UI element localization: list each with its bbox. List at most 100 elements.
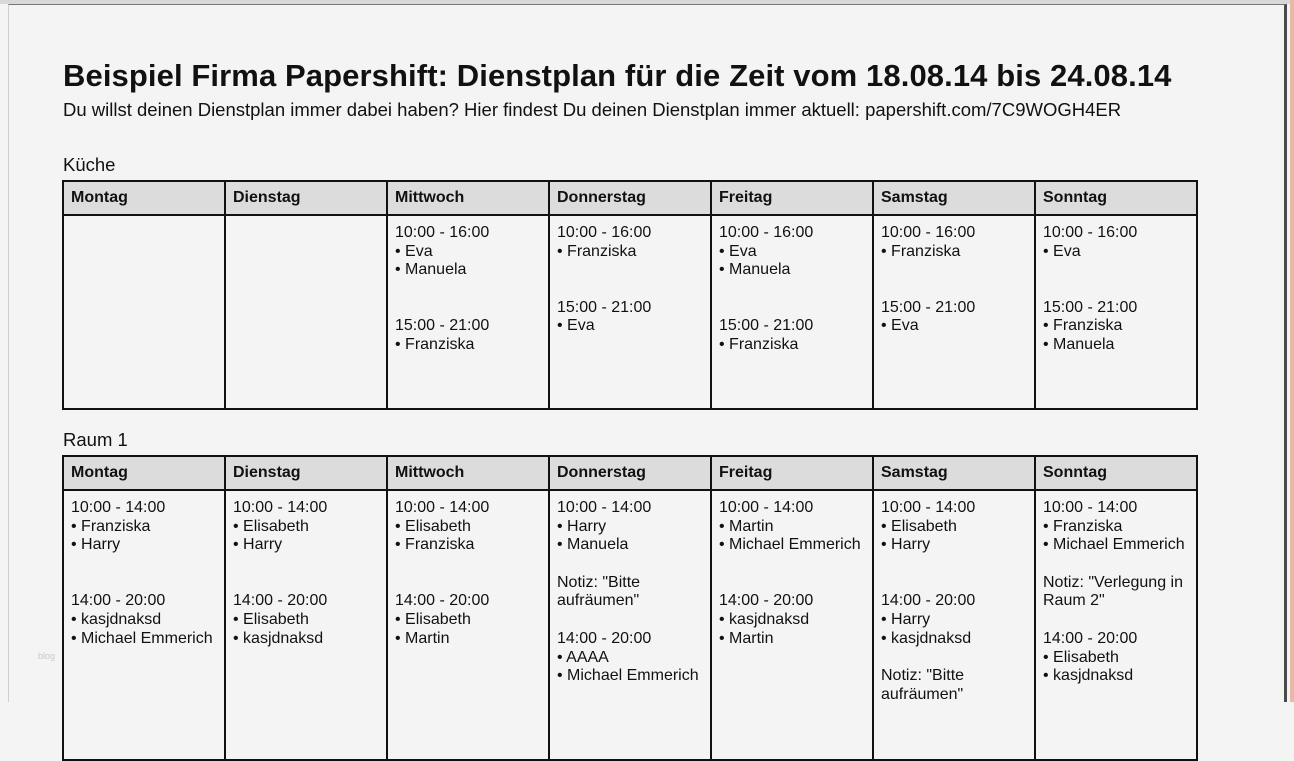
shift-time: 14:00 - 20:00 [719,592,814,610]
day-header: Montag [62,180,226,216]
employee-name: • Manuela [557,536,629,554]
employee-name: • kasjdnaksd [71,611,162,629]
employee-name: • Franziska [557,242,637,260]
day-header: Sonntag [1034,455,1198,491]
day-header: Mittwoch [386,455,550,491]
page-subtitle: Du willst deinen Dienstplan immer dabei … [63,99,1122,120]
employee-name: • Manuela [719,261,791,279]
shift-cell: 10:00 - 14:00 • Elisabeth • Harry 14:00 - 2… [872,489,1036,761]
shift-time [557,261,710,280]
employee-name: • kasjdnaksd [881,629,972,647]
page-title: Beispiel Firma Papershift: Dienstplan fü… [63,58,1172,93]
employee-name: • Elisabeth [881,517,957,535]
shift-time: 14:00 - 20:00 [1043,629,1138,647]
shift-cell: 10:00 - 14:00 • Franziska • Harry 14:00 - 2… [62,489,226,761]
shift-time [395,574,548,593]
day-header: Freitag [710,455,874,491]
shift-time: 10:00 - 14:00 [557,499,652,516]
employee-name: • Eva [1043,242,1081,260]
employee-name: • Harry [557,517,607,535]
employee-name: • AAAA [557,648,609,666]
shift-time [719,280,872,299]
shift-row: 10:00 - 14:00 • Franziska • Harry 14:00 - 2… [62,489,1198,761]
employee-name: • Eva [557,317,595,335]
day-header: Freitag [710,180,874,216]
shift-time [395,555,548,574]
shift-time [71,555,224,574]
schedule-table-raum-1: Montag Dienstag Mittwoch Donnerstag Freitag S… [62,455,1198,761]
shift-note: aufräumen" [881,685,964,703]
employee-name: • kasjdnaksd [719,611,810,629]
employee-name: • Harry [881,536,931,554]
shift-note: Notiz: "Bitte [557,573,641,591]
employee-name: • kasjdnaksd [233,629,324,647]
shift-time: 14:00 - 20:00 [233,592,328,610]
shift-cell [224,214,388,410]
employee-name: • Franziska [881,242,961,260]
employee-name: • Michael Emmerich [71,629,213,647]
shift-time: 14:00 - 20:00 [881,592,976,610]
employee-name: • Franziska [395,336,475,354]
window-top-bar [0,0,1294,4]
shift-time: 10:00 - 16:00 [1043,224,1138,241]
window-edge [1290,0,1294,702]
employee-name: • Franziska [395,536,475,554]
schedule-table-kueche: Montag Dienstag Mittwoch Donnerstag Freitag S… [62,180,1198,410]
employee-name: • Elisabeth [395,611,471,629]
employee-name: • Franziska [1043,517,1123,535]
shift-time [557,611,710,630]
day-header: Montag [62,455,226,491]
employee-name: • Martin [395,629,450,647]
employee-name: • Harry [233,536,283,554]
shift-time: 14:00 - 20:00 [557,629,652,647]
shift-time [233,555,386,574]
shift-cell: 10:00 - 16:00 • Eva • Manuela 15:00 - 21:00… [710,214,874,410]
shift-time [881,280,1034,299]
header-row: Montag Dienstag Mittwoch Donnerstag Freitag S… [62,180,1198,216]
shift-time: 10:00 - 14:00 [395,499,490,516]
employee-name: • Elisabeth [1043,648,1119,666]
employee-name: • kasjdnaksd [1043,667,1134,685]
shift-time [719,299,872,318]
employee-name: • Harry [71,536,121,554]
shift-time: 10:00 - 14:00 [1043,499,1138,516]
header-row: Montag Dienstag Mittwoch Donnerstag Freitag S… [62,455,1198,491]
document-page [8,4,1287,702]
shift-note: Notiz: "Verlegung in [1043,573,1183,591]
day-header: Donnerstag [548,180,712,216]
shift-time [881,649,1034,668]
shift-time: 15:00 - 21:00 [719,317,814,335]
shift-time: 10:00 - 14:00 [719,499,814,516]
shift-time: 10:00 - 16:00 [881,224,976,241]
shift-time: 10:00 - 14:00 [881,499,976,516]
day-header: Dienstag [224,180,388,216]
shift-time: 10:00 - 16:00 [395,224,490,241]
shift-time: 15:00 - 21:00 [881,298,976,316]
employee-name: • Michael Emmerich [1043,536,1185,554]
shift-time: 10:00 - 14:00 [233,499,328,516]
employee-name: • Harry [881,611,931,629]
employee-name: • Eva [395,242,433,260]
shift-cell: 10:00 - 14:00 • Elisabeth • Harry 14:00 - 2… [224,489,388,761]
employee-name: • Eva [881,317,919,335]
shift-time [719,574,872,593]
day-header: Sonntag [1034,180,1198,216]
shift-time: 10:00 - 16:00 [719,224,814,241]
shift-time: 15:00 - 21:00 [395,317,490,335]
employee-name: • Manuela [1043,336,1115,354]
shift-time: 15:00 - 21:00 [1043,298,1138,316]
shift-time [1043,261,1196,280]
employee-name: • Manuela [395,261,467,279]
shift-cell: 10:00 - 16:00 • Eva 15:00 - 21:00 • Franzis… [1034,214,1198,410]
shift-cell: 10:00 - 16:00 • Franziska 15:00 - 21:00 • E… [548,214,712,410]
shift-time [557,280,710,299]
watermark: blog [38,651,56,661]
shift-time [1043,611,1196,630]
shift-time [233,574,386,593]
employee-name: • Michael Emmerich [557,667,699,685]
employee-name: • Elisabeth [233,517,309,535]
shift-time [719,555,872,574]
employee-name: • Eva [719,242,757,260]
shift-note: aufräumen" [557,592,640,610]
shift-cell: 10:00 - 16:00 • Franziska 15:00 - 21:00 • E… [872,214,1036,410]
